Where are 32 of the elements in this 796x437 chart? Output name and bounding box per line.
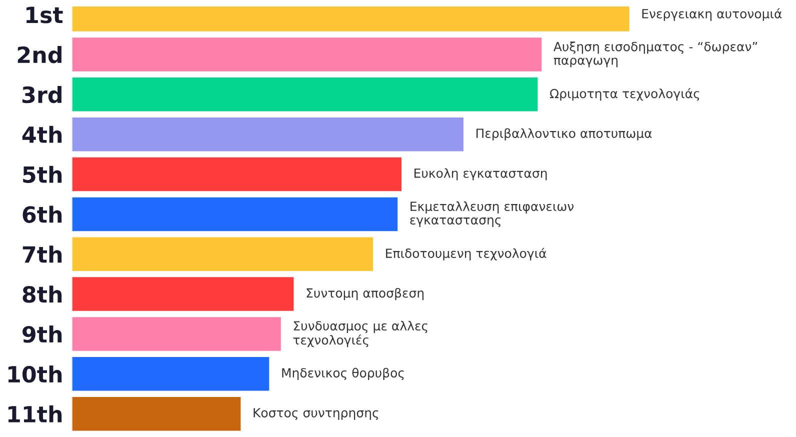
y-tick-label: 9th (22, 326, 62, 343)
annotation: Συνδυασμος με αλλες τεχνολογιές (293, 320, 428, 348)
bar (72, 276, 296, 312)
y-tick-label: 6th (22, 206, 62, 223)
annotation: Περιβαλλοντικο αποτυπωμα (476, 128, 652, 140)
y-tick-label: 2nd (18, 46, 62, 64)
y-tick-label: 8th (22, 286, 62, 303)
annotation: Αυξηση εισοδηματος - “δωρεαν” παραγωγη (554, 42, 758, 68)
annotation: Ευκολη εγκατασταση (414, 168, 547, 180)
bar (72, 116, 465, 153)
annotation: Εκμεταλλευση επιφανειων εγκαταστασης (410, 201, 574, 228)
bar (72, 196, 399, 232)
annotation: Κοστος συντηρησης (254, 408, 378, 420)
y-tick-label: 11th (8, 405, 62, 422)
annotation: Επιδοτουμενη τεχνολογιά (386, 248, 546, 260)
annotation: Ωριμοτητα τεχνολογιάς (550, 88, 700, 101)
y-tick-label: 7th (22, 246, 62, 263)
bar (72, 316, 282, 352)
annotation: Ενεργειακη αυτονομιά (642, 8, 782, 21)
bar (72, 396, 242, 432)
y-tick-label: 4th (22, 126, 62, 143)
annotation: Συντομη αποσβεση (306, 288, 424, 300)
bar (72, 76, 540, 113)
y-tick-label: 10th (8, 365, 62, 383)
bar (72, 356, 271, 392)
annotation: Μηδενικος θορυβος (282, 368, 404, 380)
y-tick-label: 1st (26, 6, 63, 24)
y-tick-label: 3rd (22, 86, 62, 104)
bar (72, 36, 543, 73)
bar (72, 156, 403, 193)
bar (72, 236, 374, 272)
y-tick-label: 5th (23, 166, 62, 184)
